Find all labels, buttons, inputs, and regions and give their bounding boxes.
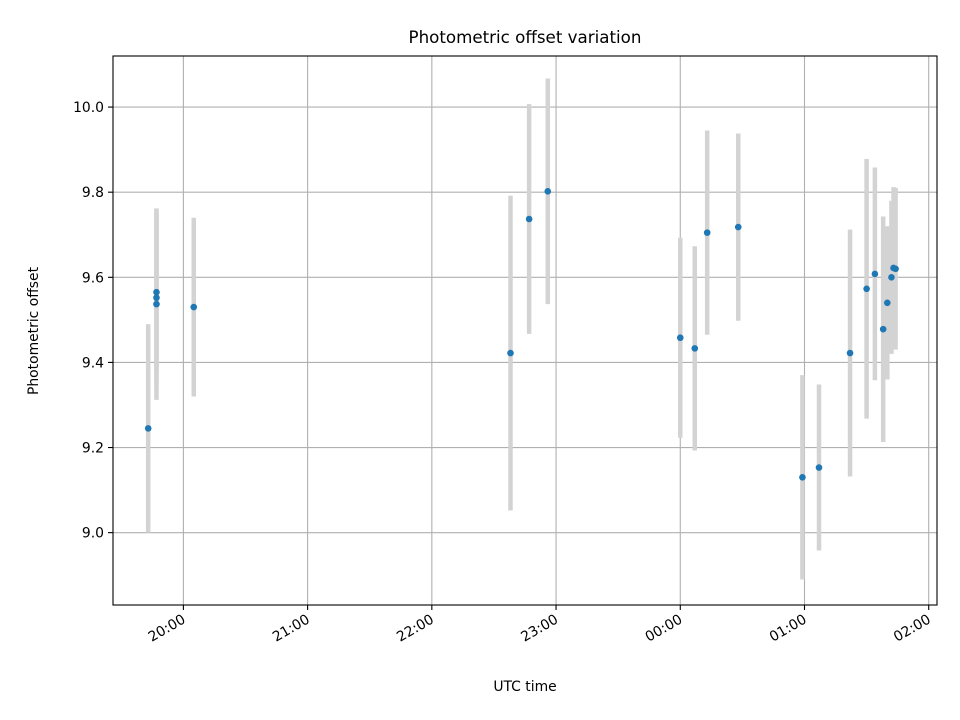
data-point — [846, 349, 854, 357]
x-axis-label: UTC time — [493, 679, 556, 695]
y-tick-label: 9.6 — [82, 270, 104, 286]
data-point — [879, 325, 887, 333]
chart-title: Photometric offset variation — [409, 27, 642, 47]
data-point — [691, 345, 699, 352]
data-point — [544, 188, 552, 195]
y-tick-label: 9.0 — [82, 526, 104, 542]
data-point — [815, 464, 823, 471]
data-point — [884, 299, 891, 307]
data-point — [676, 334, 684, 342]
data-point — [892, 265, 899, 273]
data-point — [703, 229, 711, 236]
data-point — [871, 270, 879, 278]
data-point — [153, 288, 160, 296]
y-tick-label: 9.4 — [82, 355, 104, 371]
data-point — [153, 300, 160, 308]
y-axis-label: Photometric offset — [26, 266, 42, 395]
plot-frame — [112, 55, 938, 606]
y-tick-label: 9.2 — [82, 441, 104, 457]
y-tick-label: 9.8 — [82, 185, 104, 201]
data-point — [525, 215, 533, 223]
data-points — [144, 188, 899, 481]
data-point — [190, 303, 198, 311]
data-point — [799, 474, 806, 481]
data-point — [153, 294, 160, 302]
data-point — [888, 274, 895, 281]
data-point — [734, 223, 742, 231]
data-point — [144, 425, 152, 432]
y-axis: 9.0 9.2 9.4 9.6 9.8 10.0 — [73, 100, 113, 542]
y-tick-label: 10.0 — [73, 100, 104, 116]
plot-area-background — [113, 56, 937, 605]
data-point — [507, 349, 514, 357]
data-point — [863, 285, 870, 293]
grid — [113, 56, 937, 605]
